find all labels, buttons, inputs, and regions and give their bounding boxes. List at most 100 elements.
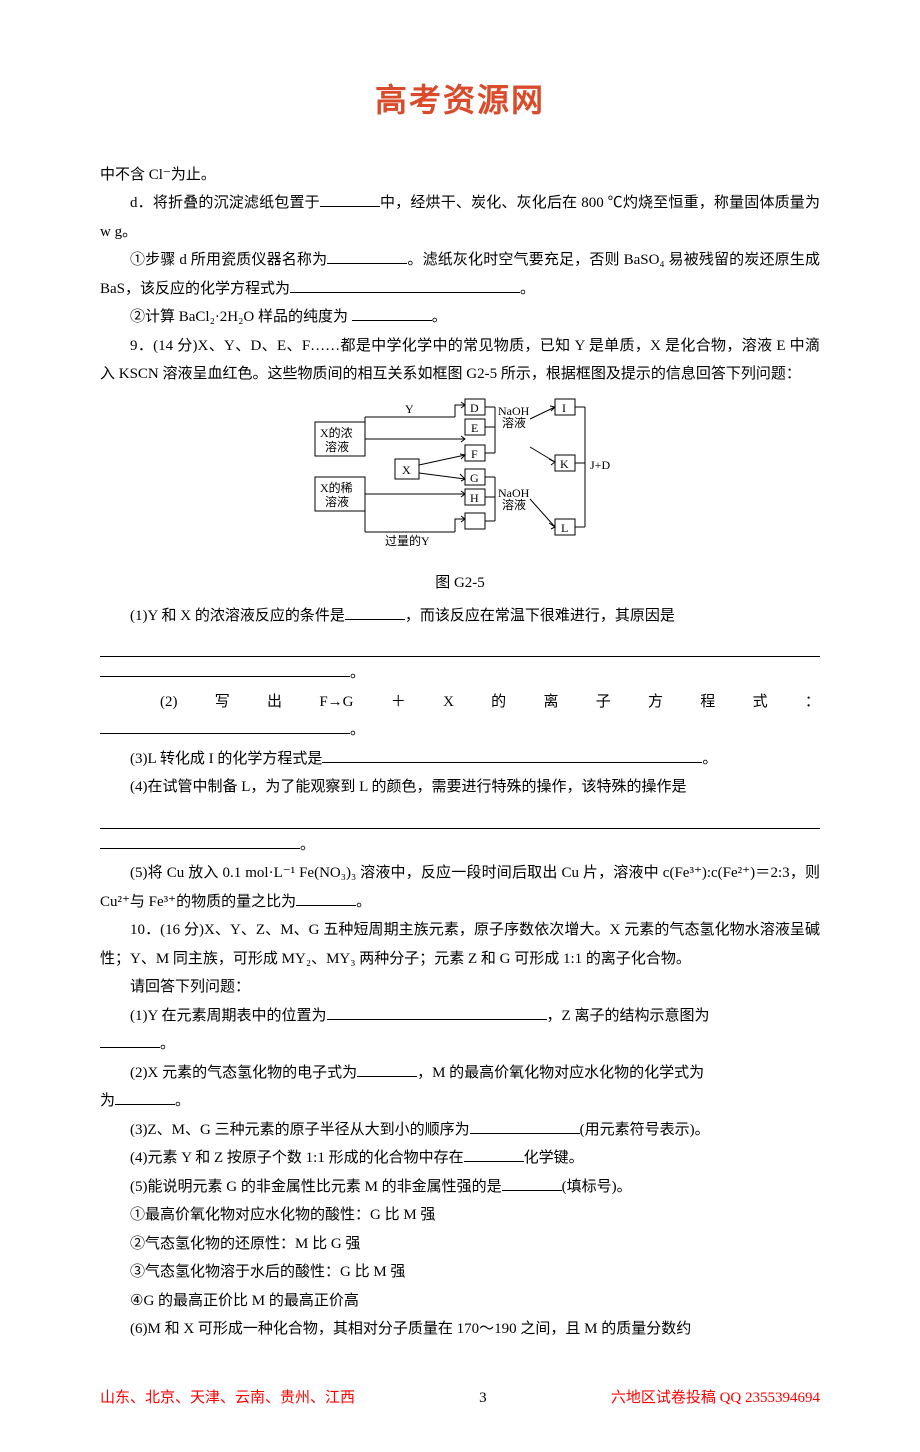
q10-6: (6)M 和 X 可形成一种化合物，其相对分子质量在 170～190 之间，且 … bbox=[100, 1315, 820, 1344]
text: ，M 的最高价氧化物对应水化物的化学式为 bbox=[417, 1065, 704, 1081]
q10-5: (5)能说明元素 G 的非金属性比元素 M 的非金属性强的是 (填标号)。 bbox=[100, 1173, 820, 1202]
diag-text: 溶液 bbox=[502, 497, 526, 512]
diag-text: 过量的Y bbox=[385, 533, 430, 548]
diag-text: L bbox=[561, 521, 568, 535]
fill-blank-line[interactable] bbox=[100, 804, 820, 829]
text: ，Z 离子的结构示意图为 bbox=[547, 1008, 710, 1024]
diagram-svg: X的浓 溶液 X的稀 溶液 X Y 过量的Y bbox=[295, 397, 625, 557]
text: 。 bbox=[702, 751, 717, 767]
q9-2-blank: 。 bbox=[100, 716, 820, 745]
text: (5)将 Cu 放入 0.1 mol·L⁻¹ Fe(NO₃)₃ 溶液中，反应一段… bbox=[100, 865, 820, 910]
diag-text: E bbox=[471, 421, 478, 435]
q10-5-2: ②气态氢化物的还原性：M 比 G 强 bbox=[100, 1230, 820, 1259]
fill-blank[interactable] bbox=[357, 1061, 417, 1077]
fill-blank[interactable] bbox=[322, 747, 702, 763]
t: 子 bbox=[566, 688, 611, 717]
fill-blank[interactable] bbox=[290, 277, 520, 293]
text: (2)X 元素的气态氢化物的电子式为 bbox=[130, 1065, 357, 1081]
fill-blank[interactable] bbox=[345, 604, 405, 620]
text: ①步骤 d 所用瓷质仪器名称为 bbox=[130, 252, 327, 268]
q10-5-3: ③气态氢化物溶于水后的酸性：G 比 M 强 bbox=[100, 1258, 820, 1287]
document-body: 中不含 Cl⁻为止。 d．将折叠的沉淀滤纸包置于中，经烘干、炭化、灰化后在 80… bbox=[100, 161, 820, 1344]
fill-blank[interactable] bbox=[115, 1089, 175, 1105]
fill-blank[interactable] bbox=[296, 890, 356, 906]
diag-text: K bbox=[560, 457, 569, 471]
diag-text: H bbox=[470, 491, 479, 505]
text: 。 bbox=[520, 281, 535, 297]
text: (用元素符号表示)。 bbox=[580, 1122, 710, 1138]
diag-text: J+D bbox=[590, 458, 610, 472]
text: (1)Y 在元素周期表中的位置为 bbox=[130, 1008, 327, 1024]
diag-text: X bbox=[402, 463, 411, 477]
text: ②计算 BaCl₂·2H₂O 样品的纯度为 bbox=[130, 309, 352, 325]
t: 离 bbox=[513, 688, 558, 717]
q9-intro: 9．(14 分)X、Y、D、E、F……都是中学化学中的常见物质，已知 Y 是单质… bbox=[100, 332, 820, 389]
q9-1: (1)Y 和 X 的浓溶液反应的条件是 ，而该反应在常温下很难进行，其原因是 bbox=[100, 602, 820, 631]
t: 式 bbox=[723, 688, 768, 717]
fill-blank[interactable] bbox=[352, 305, 432, 321]
diag-text: I bbox=[562, 401, 566, 415]
q9-4: (4)在试管中制备 L，为了能观察到 L 的颜色，需要进行特殊的操作，该特殊的操… bbox=[100, 773, 820, 802]
diag-text: F bbox=[471, 447, 478, 461]
footer-left: 山东、北京、天津、云南、贵州、江西 bbox=[100, 1384, 355, 1413]
text: 化学键。 bbox=[524, 1150, 584, 1166]
t: 写 bbox=[185, 688, 230, 717]
flow-diagram: X的浓 溶液 X的稀 溶液 X Y 过量的Y bbox=[295, 397, 625, 568]
text: (填标号)。 bbox=[562, 1179, 632, 1195]
fill-blank[interactable] bbox=[327, 1004, 547, 1020]
q10-intro: 10．(16 分)X、Y、Z、M、G 五种短周期主族元素，原子序数依次增大。X … bbox=[100, 916, 820, 973]
t: 的 bbox=[461, 688, 506, 717]
q-sub2: ②计算 BaCl₂·2H₂O 样品的纯度为 。 bbox=[100, 303, 820, 332]
diag-text: G bbox=[470, 471, 479, 485]
t: 出 bbox=[237, 688, 282, 717]
fill-blank[interactable] bbox=[100, 661, 350, 677]
text: 。 bbox=[175, 1093, 190, 1109]
q10-5-4: ④G 的最高正价比 M 的最高正价高 bbox=[100, 1287, 820, 1316]
t: (2) bbox=[130, 688, 178, 717]
page-number: 3 bbox=[479, 1384, 487, 1413]
q10-prompt: 请回答下列问题： bbox=[100, 973, 820, 1002]
fill-blank[interactable] bbox=[100, 718, 350, 734]
text: (5)能说明元素 G 的非金属性比元素 M 的非金属性强的是 bbox=[130, 1179, 502, 1195]
t: 方 bbox=[618, 688, 663, 717]
q10-1: (1)Y 在元素周期表中的位置为 ，Z 离子的结构示意图为 bbox=[100, 1002, 820, 1031]
q-sub1: ①步骤 d 所用瓷质仪器名称为。滤纸灰化时空气要充足，否则 BaSO₄ 易被残留… bbox=[100, 246, 820, 303]
text: (4)元素 Y 和 Z 按原子个数 1:1 形成的化合物中存在 bbox=[130, 1150, 464, 1166]
fill-blank[interactable] bbox=[327, 248, 407, 264]
diag-text: Y bbox=[405, 402, 414, 416]
fill-blank-line[interactable] bbox=[100, 632, 820, 657]
page-footer: 山东、北京、天津、云南、贵州、江西 3 六地区试卷投稿 QQ 235539469… bbox=[0, 1374, 920, 1452]
t: F→G bbox=[289, 688, 353, 717]
text: 。 bbox=[160, 1036, 175, 1052]
step-d: d．将折叠的沉淀滤纸包置于中，经烘干、炭化、灰化后在 800 ℃灼烧至恒重，称量… bbox=[100, 189, 820, 246]
page-header-title: 高考资源网 bbox=[100, 70, 820, 131]
q10-1-cont: 。 bbox=[100, 1030, 820, 1059]
fill-blank[interactable] bbox=[320, 191, 380, 207]
figure-caption: 图 G2-5 bbox=[100, 569, 820, 598]
q10-5-1: ①最高价氧化物对应水化物的酸性：G 比 M 强 bbox=[100, 1201, 820, 1230]
fill-blank[interactable] bbox=[502, 1175, 562, 1191]
text: (1)Y 和 X 的浓溶液反应的条件是 bbox=[130, 608, 345, 624]
diag-text: D bbox=[470, 401, 479, 415]
t: X bbox=[413, 688, 454, 717]
q10-2-cont: 为。 bbox=[100, 1087, 820, 1116]
fill-blank[interactable] bbox=[100, 1032, 160, 1048]
text: (3)Z、M、G 三种元素的原子半径从大到小的顺序为 bbox=[130, 1122, 470, 1138]
q9-2-label: (2) 写 出 F→G ＋ X 的 离 子 方 程 式 ： bbox=[100, 688, 820, 717]
t: 程 bbox=[670, 688, 715, 717]
diag-text: X的浓 bbox=[320, 425, 353, 440]
q9-3: (3)L 转化成 I 的化学方程式是 。 bbox=[100, 745, 820, 774]
q10-2: (2)X 元素的气态氢化物的电子式为 ，M 的最高价氧化物对应水化物的化学式为 bbox=[100, 1059, 820, 1088]
text: (3)L 转化成 I 的化学方程式是 bbox=[130, 751, 322, 767]
text: 。 bbox=[432, 309, 447, 325]
diagram-container: X的浓 溶液 X的稀 溶液 X Y 过量的Y bbox=[100, 397, 820, 568]
diag-text: 溶液 bbox=[325, 494, 349, 509]
fill-blank[interactable] bbox=[464, 1146, 524, 1162]
text: 。 bbox=[350, 665, 365, 681]
fill-blank[interactable] bbox=[100, 833, 300, 849]
q9-5: (5)将 Cu 放入 0.1 mol·L⁻¹ Fe(NO₃)₃ 溶液中，反应一段… bbox=[100, 859, 820, 916]
fill-blank[interactable] bbox=[470, 1118, 580, 1134]
text: ，而该反应在常温下很难进行，其原因是 bbox=[405, 608, 675, 624]
t: ： bbox=[775, 688, 820, 717]
text: 。 bbox=[356, 894, 371, 910]
